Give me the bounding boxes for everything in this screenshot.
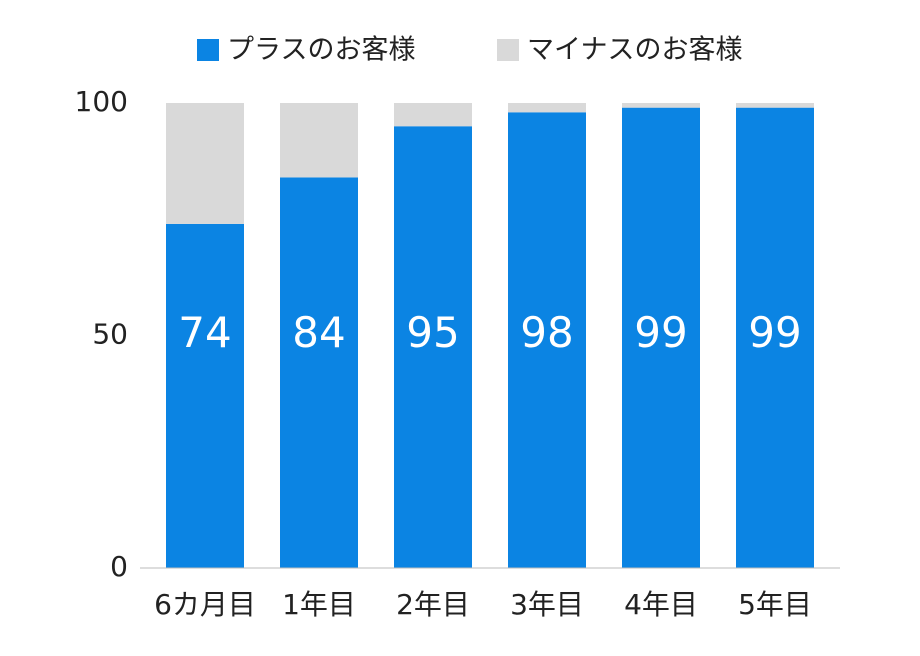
data-label: 99 bbox=[634, 308, 687, 357]
bar-segment bbox=[280, 103, 358, 178]
y-tick-label: 100 bbox=[75, 85, 128, 118]
data-label: 74 bbox=[178, 308, 231, 357]
legend-swatch bbox=[497, 39, 519, 61]
x-tick-label: 3年目 bbox=[510, 588, 584, 621]
data-label: 95 bbox=[406, 308, 459, 357]
x-tick-label: 2年目 bbox=[396, 588, 470, 621]
bar-segment bbox=[508, 103, 586, 113]
y-tick-label: 0 bbox=[110, 550, 128, 583]
data-label: 99 bbox=[748, 308, 801, 357]
x-tick-label: 6カ月目 bbox=[154, 588, 256, 621]
bar-segment bbox=[736, 103, 814, 108]
bar-segment bbox=[394, 126, 472, 568]
data-label: 98 bbox=[520, 308, 573, 357]
bar-segment bbox=[166, 223, 244, 568]
legend-label: マイナスのお客様 bbox=[527, 35, 742, 66]
bar-segment bbox=[508, 112, 586, 569]
x-tick-label: 4年目 bbox=[624, 588, 698, 621]
bar-segment bbox=[622, 107, 700, 569]
legend-swatch bbox=[197, 39, 219, 61]
bar-segment bbox=[280, 177, 358, 568]
bar-segment bbox=[736, 107, 814, 569]
bar-segment bbox=[394, 103, 472, 127]
bar-segment bbox=[166, 103, 244, 224]
y-tick-label: 50 bbox=[92, 318, 128, 351]
data-label: 84 bbox=[292, 308, 345, 357]
x-tick-label: 5年目 bbox=[738, 588, 812, 621]
legend-label: プラスのお客様 bbox=[227, 35, 415, 66]
x-tick-label: 1年目 bbox=[282, 588, 356, 621]
bar-segment bbox=[622, 103, 700, 108]
